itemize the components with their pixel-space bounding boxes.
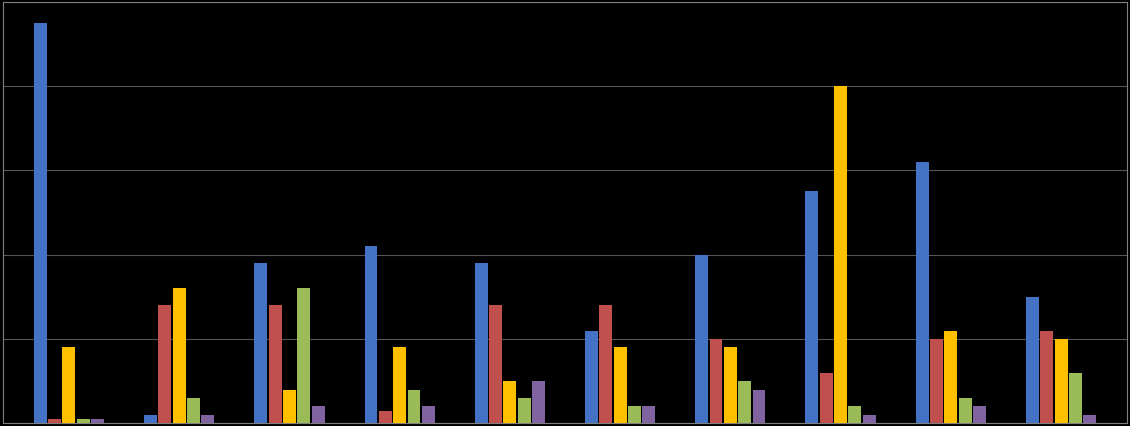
Bar — [958, 398, 972, 423]
Bar — [820, 373, 833, 423]
Bar — [393, 348, 406, 423]
Bar — [945, 331, 957, 423]
Bar — [92, 419, 104, 423]
Bar — [312, 406, 324, 423]
Bar — [158, 305, 172, 423]
Bar — [585, 331, 598, 423]
Bar — [201, 415, 215, 423]
Bar — [724, 348, 737, 423]
Bar — [173, 289, 185, 423]
Bar — [365, 247, 377, 423]
Bar — [753, 390, 765, 423]
Bar — [806, 192, 818, 423]
Bar — [1041, 331, 1053, 423]
Bar — [738, 381, 751, 423]
Bar — [1026, 297, 1038, 423]
Bar — [642, 406, 655, 423]
Bar — [282, 390, 296, 423]
Bar — [475, 263, 488, 423]
Bar — [144, 415, 157, 423]
Bar — [188, 398, 200, 423]
Bar — [379, 411, 392, 423]
Bar — [863, 415, 876, 423]
Bar — [421, 406, 435, 423]
Bar — [973, 406, 986, 423]
Bar — [62, 348, 76, 423]
Bar — [834, 87, 848, 423]
Bar — [614, 348, 626, 423]
Bar — [695, 255, 709, 423]
Bar — [1054, 339, 1068, 423]
Bar — [1084, 415, 1096, 423]
Bar — [532, 381, 545, 423]
Bar — [915, 163, 929, 423]
Bar — [518, 398, 531, 423]
Bar — [504, 381, 516, 423]
Bar — [77, 419, 89, 423]
Bar — [599, 305, 612, 423]
Bar — [408, 390, 420, 423]
Bar — [297, 289, 310, 423]
Bar — [49, 419, 61, 423]
Bar — [849, 406, 861, 423]
Bar — [34, 24, 46, 423]
Bar — [269, 305, 281, 423]
Bar — [254, 263, 267, 423]
Bar — [1069, 373, 1081, 423]
Bar — [489, 305, 502, 423]
Bar — [710, 339, 722, 423]
Bar — [930, 339, 942, 423]
Bar — [628, 406, 641, 423]
